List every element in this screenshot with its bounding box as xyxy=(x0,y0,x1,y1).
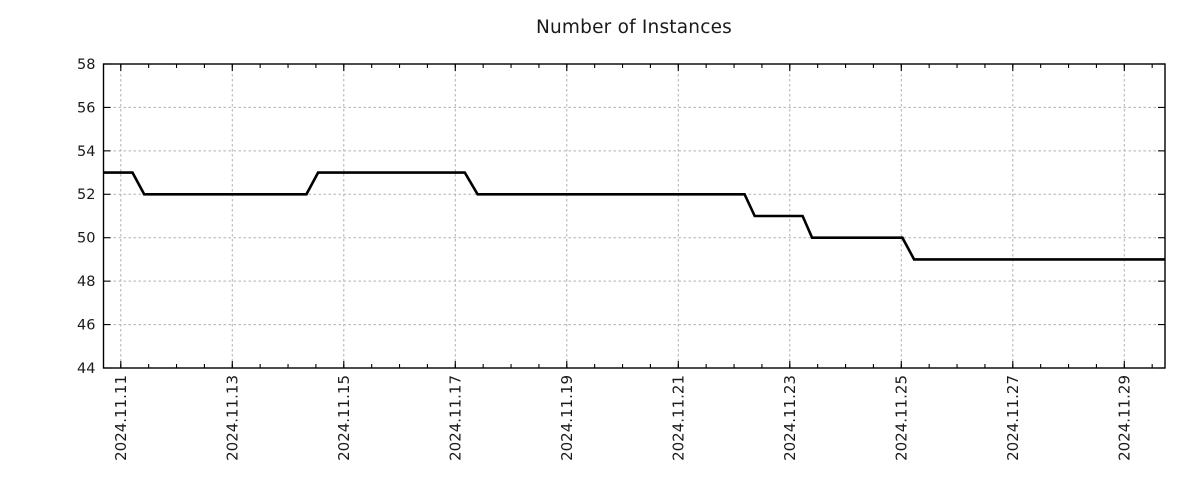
y-tick-label: 48 xyxy=(77,274,95,290)
y-tick-label: 44 xyxy=(77,361,95,377)
chart-title: Number of Instances xyxy=(535,17,733,38)
y-tick-label: 50 xyxy=(77,231,95,247)
x-tick-label: 2024.11.15 xyxy=(335,375,353,461)
x-tick-label: 2024.11.21 xyxy=(669,375,687,461)
y-tick-label: 58 xyxy=(77,57,95,73)
x-tick-label: 2024.11.23 xyxy=(781,375,799,461)
x-tick-label: 2024.11.17 xyxy=(446,375,464,461)
y-tick-label: 56 xyxy=(77,100,95,116)
y-tick-label: 46 xyxy=(77,318,95,334)
series-line-instances xyxy=(103,171,1165,261)
x-tick-label: 2024.11.11 xyxy=(112,375,130,461)
y-tick-label: 54 xyxy=(77,144,95,160)
x-tick-label: 2024.11.29 xyxy=(1115,375,1133,461)
x-tick-label: 2024.11.19 xyxy=(558,375,576,461)
x-tick-label: 2024.11.13 xyxy=(223,375,241,461)
y-tick-label: 52 xyxy=(77,187,95,203)
x-tick-label: 2024.11.27 xyxy=(1004,375,1022,461)
plot-border xyxy=(102,63,1166,369)
x-tick-label: 2024.11.25 xyxy=(892,375,910,461)
